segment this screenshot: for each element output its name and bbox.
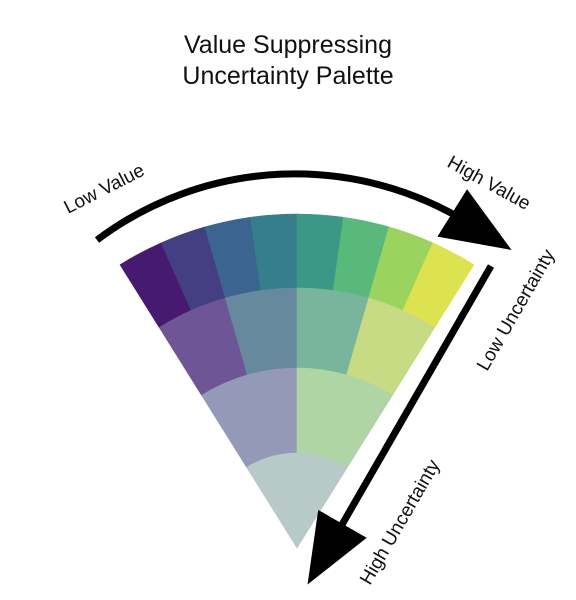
diagram-title: Value Suppressing Uncertainty Palette [0,30,576,92]
palette-cell-r4-c1 [246,452,348,549]
title-line-2: Uncertainty Palette [182,62,394,90]
uncertainty-fan [119,213,475,549]
value-arrow [94,170,512,250]
low-uncertainty-label: Low Uncertainty [473,246,560,375]
low-value-label: Low Value [61,160,148,218]
uncertainty-arrow [307,264,495,585]
high-value-label: High Value [444,152,534,215]
title-line-1: Value Suppressing [183,31,392,59]
